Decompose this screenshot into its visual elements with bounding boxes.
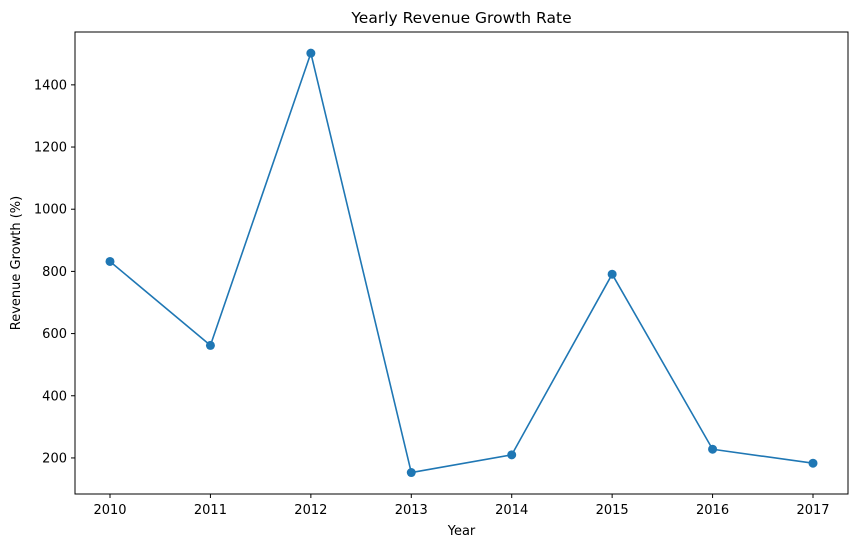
y-tick-label: 400 [42, 389, 67, 404]
data-point [607, 269, 617, 279]
x-tick-label: 2017 [796, 503, 829, 518]
series-line [109, 52, 814, 474]
data-point [105, 256, 115, 266]
chart-title: Yearly Revenue Growth Rate [350, 9, 571, 27]
x-tick-label: 2011 [194, 503, 227, 518]
y-tick-label: 1400 [34, 78, 67, 93]
y-tick-label: 1000 [34, 203, 67, 218]
plot-area: 2010 2011 2012 2013 2014 2015 2016 2017 200 400 60… [34, 48, 830, 518]
x-tick-label: 2010 [93, 503, 126, 518]
plot-frame [74, 31, 849, 495]
x-tick-label: 2014 [495, 503, 528, 518]
data-point [507, 450, 517, 460]
x-tick-label: 2015 [596, 503, 629, 518]
data-point [808, 458, 818, 468]
y-tick-label: 600 [42, 327, 67, 342]
y-axis-label: Revenue Growth (%) [9, 196, 24, 330]
y-tick-label: 200 [42, 451, 67, 466]
data-point [406, 468, 416, 478]
data-point [205, 340, 215, 350]
y-tick-label: 1200 [34, 141, 67, 156]
data-point [708, 444, 718, 454]
x-tick-label: 2013 [395, 503, 428, 518]
data-point [306, 48, 316, 58]
x-tick-label: 2012 [294, 503, 327, 518]
x-axis-label: Year [447, 524, 476, 539]
y-tick-label: 800 [42, 265, 67, 280]
x-tick-label: 2016 [696, 503, 729, 518]
